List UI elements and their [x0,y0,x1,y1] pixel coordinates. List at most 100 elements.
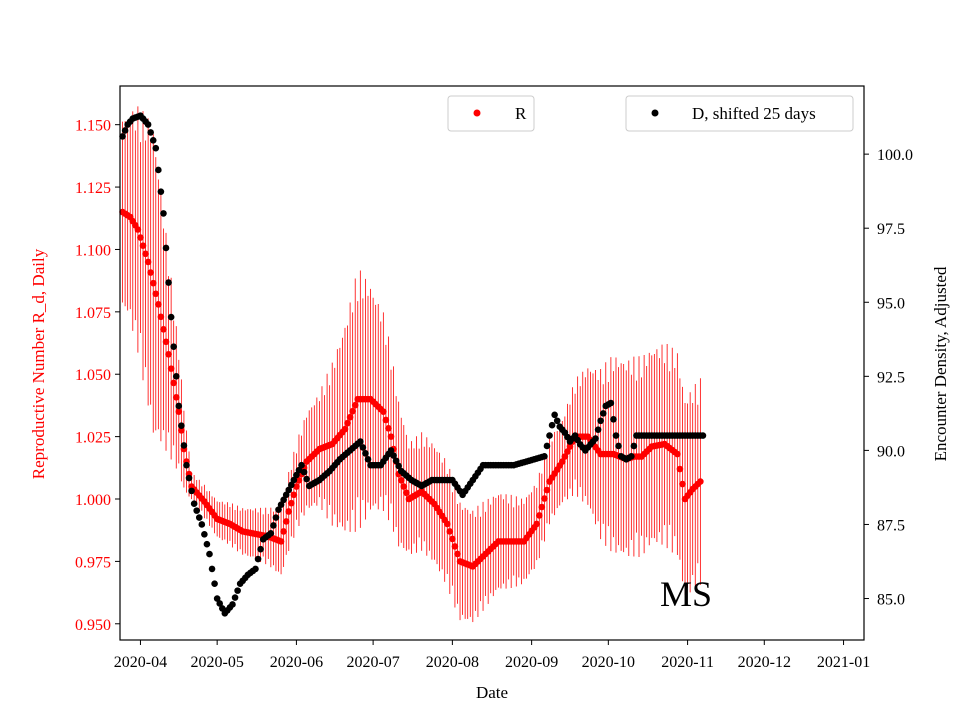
d-point [280,496,287,504]
x-tick-label: 2020-08 [426,654,479,671]
r-point [137,234,144,241]
d-point [147,129,154,136]
d-point [630,442,638,450]
x-tick-label: 2020-09 [505,654,558,671]
r-point [451,543,459,550]
x-tick-label: 2020-07 [346,654,399,671]
d-point [254,555,262,563]
d-point [594,426,602,433]
r-point [349,407,356,415]
d-point [267,530,275,537]
x-tick-label: 2020-10 [582,654,635,671]
d-point [229,601,236,608]
d-point [157,188,165,195]
d-point [615,442,622,450]
legend-d-marker [651,109,659,117]
r-point [535,512,543,519]
d-point [231,594,239,601]
r-point [382,416,390,424]
d-point [300,468,308,476]
d-point [218,605,226,612]
d-point [257,545,264,553]
d-point [628,453,635,460]
r-point [679,480,686,488]
r-point [157,313,165,321]
x-tick-label: 2021-01 [817,654,870,671]
region-annotation: MS [660,574,712,614]
r-point [165,350,172,358]
r-point [170,379,177,387]
y-left-tick-label: 1.000 [75,492,111,509]
d-point [203,540,211,548]
d-point [551,411,558,419]
axes: 2020-04 2020-05 2020-06 2020-07 2020-08 2020-… [75,85,913,671]
d-point [119,133,126,140]
r-point [341,425,349,433]
r-point [295,476,303,484]
d-point [172,373,180,380]
d-point [543,442,551,450]
x-tick-label: 2020-04 [114,654,167,671]
d-point [152,144,160,152]
r-point [397,476,405,484]
d-point [541,453,548,460]
r-point [162,338,170,346]
d-point [213,595,221,602]
r-point [564,448,571,455]
r-point [149,279,157,287]
d-point [234,587,241,594]
d-point [252,565,259,573]
r-point [561,453,569,460]
y-right-tick-label: 92.5 [877,369,905,386]
d-point [597,417,604,425]
r-point [293,483,300,490]
y-axis-right-label: Encounter Density, Adjusted [931,266,950,461]
d-point [548,421,556,429]
d-point [121,127,129,134]
r-point [674,450,681,458]
y-left-tick-label: 1.150 [75,118,111,135]
x-tick-label: 2020-11 [661,654,714,671]
r-point [541,495,548,502]
y-right-tick-label: 100.0 [877,147,913,164]
d-point [183,461,190,469]
r-point [290,491,298,499]
d-point [290,476,298,484]
d-point [149,137,157,144]
legend-r-box [447,95,535,132]
r-point [142,250,149,258]
legend-r: R [447,95,535,132]
y-axis-left-label: Reproductive Number R_d, Daily [29,248,48,479]
r-point [559,458,566,465]
d-point [610,415,617,423]
d-point [357,438,364,445]
d-point [298,461,305,469]
d-point [592,435,599,442]
d-point [216,600,224,607]
y-left-tick-label: 1.050 [75,367,111,384]
d-point [599,410,607,417]
r-point [403,489,410,497]
d-point [359,444,367,451]
d-point [546,432,553,439]
legend-d-box [625,95,854,132]
r-point [380,408,387,415]
d-point [303,475,310,483]
d-point [392,457,400,465]
y-right-tick-label: 95.0 [877,295,905,312]
d-point [201,531,208,538]
d-point [198,521,206,528]
d-point [287,481,295,489]
y-left-tick-label: 1.075 [75,305,111,322]
x-axis-label: Date [476,683,508,702]
d-point [165,279,172,286]
r-point [139,242,147,250]
r-point [533,520,541,528]
r-point [147,269,154,276]
d-point [607,399,615,407]
x-tick-label: 2020-05 [190,654,243,671]
r-point [351,401,359,409]
r-point [346,413,354,421]
r-point [167,365,175,372]
